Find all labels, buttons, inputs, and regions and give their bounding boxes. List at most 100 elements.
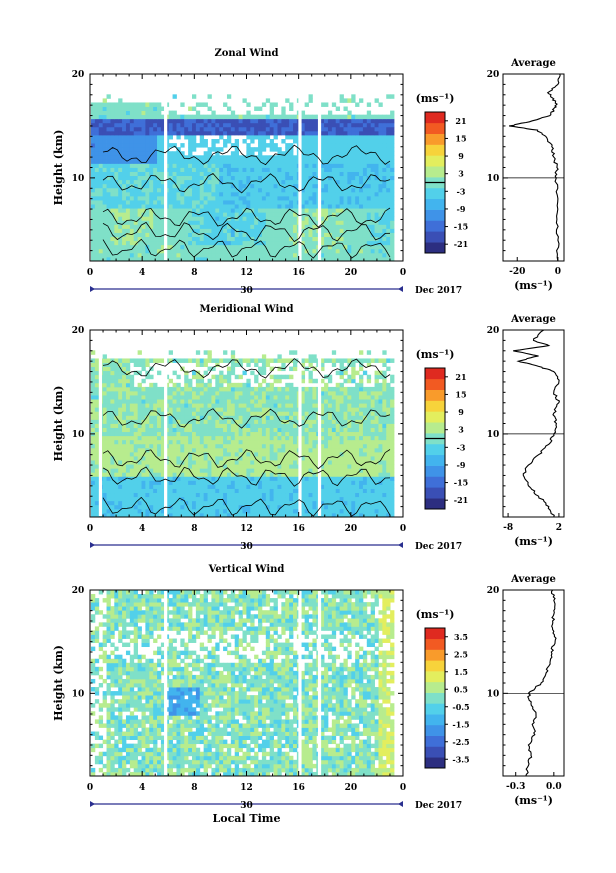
- heatmap-cell: [362, 220, 368, 225]
- heatmap-cell: [168, 163, 173, 168]
- heatmap-cell: [258, 155, 263, 160]
- heatmap-cell: [386, 427, 391, 433]
- heatmap-cell: [265, 212, 271, 217]
- heatmap-cell: [277, 443, 282, 449]
- heatmap-cell: [145, 480, 150, 485]
- heatmap-cell: [343, 236, 348, 242]
- heatmap-cell: [223, 143, 228, 148]
- heatmap-cell: [176, 220, 181, 225]
- heatmap-cell: [125, 504, 131, 510]
- heatmap-cell: [199, 204, 205, 209]
- heatmap-cell: [250, 472, 255, 477]
- heatmap-cell: [98, 118, 104, 124]
- heatmap-cell: [320, 456, 325, 461]
- heatmap-cell: [157, 208, 162, 213]
- heatmap-cell: [374, 460, 379, 465]
- heatmap-cell: [203, 415, 208, 420]
- heatmap-cell: [374, 252, 379, 258]
- heatmap-cell: [94, 171, 100, 177]
- heatmap-cell: [149, 171, 154, 177]
- heatmap-cell: [203, 500, 208, 506]
- heatmap-cell: [343, 98, 348, 103]
- heatmap-cell: [285, 236, 290, 242]
- heatmap-cell: [153, 167, 158, 172]
- heatmap-cell: [94, 439, 100, 445]
- heatmap-cell: [133, 468, 139, 473]
- heatmap-cell: [382, 439, 387, 445]
- heatmap-cell: [102, 492, 107, 498]
- heatmap-cell: [114, 423, 119, 428]
- heatmap-cell: [308, 484, 313, 489]
- heatmap-cell: [258, 232, 263, 238]
- heatmap-cell: [223, 163, 228, 168]
- heatmap-cell: [285, 460, 290, 465]
- heatmap-cell: [153, 159, 158, 164]
- heatmap-cell: [351, 496, 356, 502]
- heatmap-cell: [234, 512, 240, 518]
- heatmap-cell: [195, 163, 201, 168]
- heatmap-cell: [362, 240, 368, 246]
- heatmap-cell: [261, 427, 267, 433]
- heatmap-cell: [300, 147, 306, 152]
- heatmap-cell: [195, 232, 201, 238]
- heatmap-cell: [304, 435, 309, 441]
- heatmap-cell: [149, 484, 154, 489]
- heatmap-cell: [207, 488, 212, 494]
- heatmap-cell: [355, 447, 360, 453]
- heatmap-cell: [370, 183, 375, 189]
- heatmap-cell: [300, 504, 306, 510]
- heatmap-cell: [347, 139, 352, 144]
- heatmap-cell: [277, 204, 282, 209]
- heatmap-cell: [141, 476, 146, 481]
- heatmap-cell: [355, 435, 360, 441]
- heatmap-cell: [145, 139, 150, 144]
- heatmap-cell: [199, 212, 205, 217]
- heatmap-cell: [351, 204, 356, 209]
- heatmap-cell: [265, 496, 271, 502]
- heatmap-cell: [110, 151, 115, 156]
- heatmap-cell: [106, 200, 111, 205]
- heatmap-cell: [258, 224, 263, 229]
- heatmap-cell: [347, 435, 352, 441]
- heatmap-cell: [110, 415, 115, 420]
- heatmap-cell: [180, 130, 185, 136]
- heatmap-cell: [293, 114, 298, 120]
- heatmap-cell: [129, 512, 135, 518]
- heatmap-cell: [168, 220, 173, 225]
- heatmap-cell: [273, 480, 278, 485]
- heatmap-cell: [258, 167, 263, 172]
- heatmap-cell: [382, 175, 387, 181]
- heatmap-cell: [324, 476, 329, 481]
- heatmap-cell: [335, 212, 341, 217]
- heatmap-cell: [184, 167, 189, 172]
- heatmap-cell: [238, 423, 243, 428]
- heatmap-cell: [94, 419, 100, 424]
- heatmap-cell: [312, 126, 317, 132]
- heatmap-cell: [359, 98, 364, 103]
- heatmap-cell: [327, 240, 333, 246]
- heatmap-cell: [102, 175, 107, 181]
- heatmap-cell: [223, 118, 228, 124]
- heatmap-cell: [378, 204, 383, 209]
- heatmap-cell: [230, 472, 236, 477]
- heatmap-cell: [242, 484, 247, 489]
- heatmap-cell: [374, 244, 379, 250]
- heatmap-cell: [304, 504, 309, 510]
- heatmap-cell: [172, 480, 177, 485]
- heatmap-cell: [386, 435, 391, 441]
- heatmap-cell: [114, 443, 119, 449]
- heatmap-cell: [285, 147, 290, 152]
- heatmap-cell: [153, 208, 158, 213]
- heatmap-cell: [343, 447, 348, 453]
- heatmap-cell: [184, 447, 189, 453]
- heatmap-cell: [94, 163, 100, 168]
- heatmap-cell: [118, 155, 123, 160]
- heatmap-cell: [125, 191, 131, 197]
- heatmap-cell: [308, 228, 313, 233]
- heatmap-cell: [273, 134, 278, 140]
- heatmap-cell: [347, 212, 352, 217]
- heatmap-cell: [347, 216, 352, 221]
- heatmap-cell: [242, 427, 247, 433]
- heatmap-cell: [386, 431, 391, 437]
